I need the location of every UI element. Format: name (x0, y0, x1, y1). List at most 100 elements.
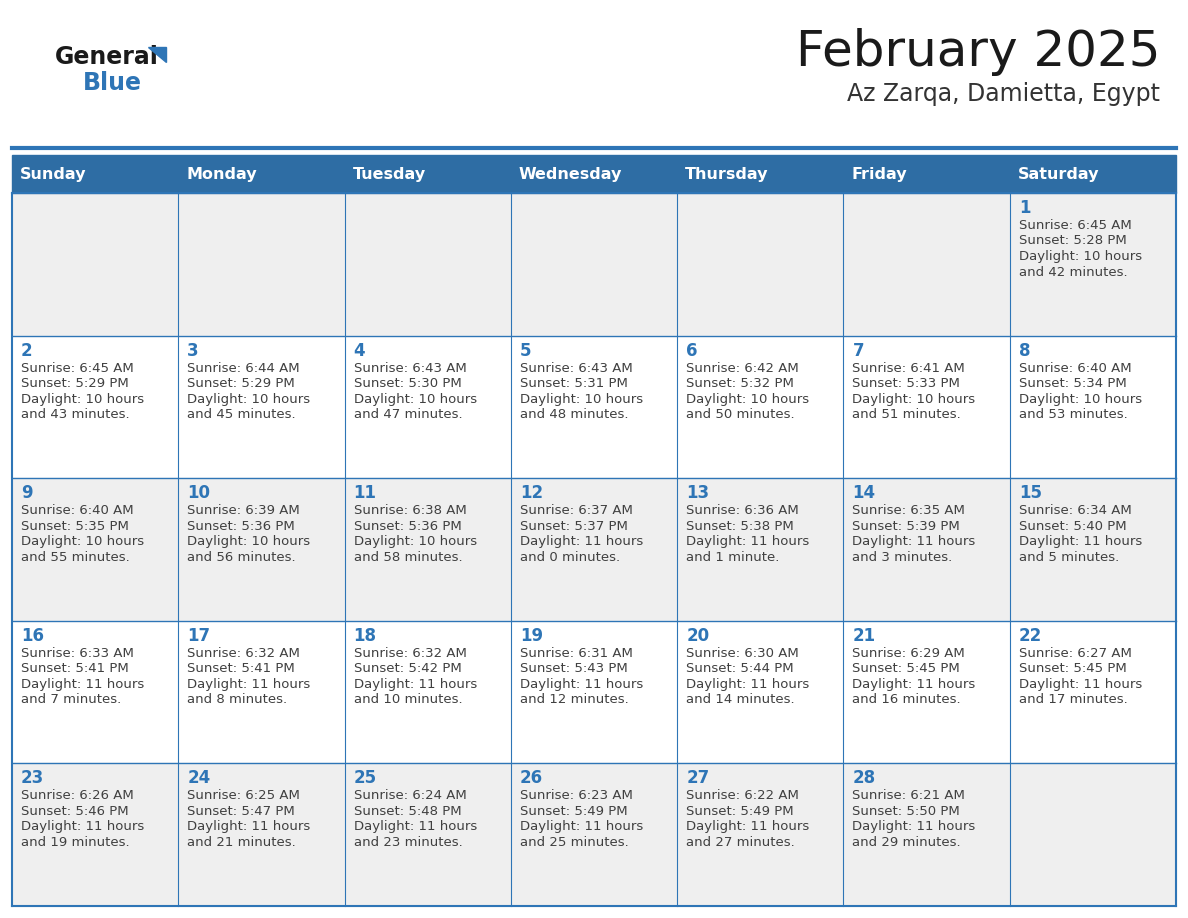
Text: Daylight: 11 hours: Daylight: 11 hours (354, 821, 476, 834)
Text: Sunrise: 6:39 AM: Sunrise: 6:39 AM (188, 504, 301, 517)
Text: 2: 2 (21, 341, 32, 360)
Text: Sunset: 5:29 PM: Sunset: 5:29 PM (188, 377, 295, 390)
Text: 12: 12 (520, 484, 543, 502)
Bar (12, 193, 1176, 336)
Text: Daylight: 11 hours: Daylight: 11 hours (687, 535, 809, 548)
Text: Sunset: 5:33 PM: Sunset: 5:33 PM (853, 377, 960, 390)
Text: Sunrise: 6:43 AM: Sunrise: 6:43 AM (520, 362, 632, 375)
Text: Sunset: 5:43 PM: Sunset: 5:43 PM (520, 662, 627, 676)
Text: Sunset: 5:36 PM: Sunset: 5:36 PM (188, 520, 295, 532)
Text: Sunset: 5:39 PM: Sunset: 5:39 PM (853, 520, 960, 532)
Text: 26: 26 (520, 769, 543, 788)
Text: 14: 14 (853, 484, 876, 502)
Text: Daylight: 10 hours: Daylight: 10 hours (520, 393, 643, 406)
Text: Sunrise: 6:37 AM: Sunrise: 6:37 AM (520, 504, 633, 517)
Text: Sunset: 5:50 PM: Sunset: 5:50 PM (853, 805, 960, 818)
Text: February 2025: February 2025 (796, 28, 1159, 76)
Text: Sunrise: 6:41 AM: Sunrise: 6:41 AM (853, 362, 965, 375)
Text: Daylight: 10 hours: Daylight: 10 hours (188, 535, 310, 548)
Text: Wednesday: Wednesday (519, 166, 623, 182)
Text: Sunset: 5:49 PM: Sunset: 5:49 PM (687, 805, 794, 818)
Text: 4: 4 (354, 341, 365, 360)
Text: Sunset: 5:32 PM: Sunset: 5:32 PM (687, 377, 794, 390)
Text: and 19 minutes.: and 19 minutes. (21, 836, 129, 849)
Text: 23: 23 (21, 769, 44, 788)
Text: Sunset: 5:45 PM: Sunset: 5:45 PM (1019, 662, 1126, 676)
Text: Daylight: 11 hours: Daylight: 11 hours (1019, 535, 1142, 548)
Text: Friday: Friday (852, 166, 908, 182)
Text: Daylight: 11 hours: Daylight: 11 hours (520, 677, 643, 691)
Text: Sunset: 5:45 PM: Sunset: 5:45 PM (853, 662, 960, 676)
Text: and 10 minutes.: and 10 minutes. (354, 693, 462, 706)
Text: Daylight: 10 hours: Daylight: 10 hours (188, 393, 310, 406)
Text: Sunrise: 6:29 AM: Sunrise: 6:29 AM (853, 647, 965, 660)
Text: 11: 11 (354, 484, 377, 502)
Text: Sunrise: 6:27 AM: Sunrise: 6:27 AM (1019, 647, 1132, 660)
Text: Sunset: 5:41 PM: Sunset: 5:41 PM (188, 662, 295, 676)
Text: Sunset: 5:30 PM: Sunset: 5:30 PM (354, 377, 461, 390)
Text: Sunrise: 6:40 AM: Sunrise: 6:40 AM (21, 504, 133, 517)
Text: Sunset: 5:34 PM: Sunset: 5:34 PM (1019, 377, 1126, 390)
Text: Daylight: 10 hours: Daylight: 10 hours (853, 393, 975, 406)
Bar (12, 336, 1176, 478)
Text: Daylight: 11 hours: Daylight: 11 hours (853, 677, 975, 691)
Text: and 56 minutes.: and 56 minutes. (188, 551, 296, 564)
Text: Daylight: 11 hours: Daylight: 11 hours (354, 677, 476, 691)
Text: and 47 minutes.: and 47 minutes. (354, 409, 462, 421)
Text: Daylight: 11 hours: Daylight: 11 hours (853, 535, 975, 548)
Text: Sunrise: 6:31 AM: Sunrise: 6:31 AM (520, 647, 633, 660)
Text: Sunrise: 6:35 AM: Sunrise: 6:35 AM (853, 504, 966, 517)
Text: Sunrise: 6:22 AM: Sunrise: 6:22 AM (687, 789, 800, 802)
Text: 19: 19 (520, 627, 543, 644)
Text: Sunset: 5:42 PM: Sunset: 5:42 PM (354, 662, 461, 676)
Text: Sunrise: 6:44 AM: Sunrise: 6:44 AM (188, 362, 299, 375)
Text: Saturday: Saturday (1018, 166, 1099, 182)
Text: Sunset: 5:29 PM: Sunset: 5:29 PM (21, 377, 128, 390)
Bar (12, 155, 1176, 193)
Text: 13: 13 (687, 484, 709, 502)
Text: 21: 21 (853, 627, 876, 644)
Text: Sunrise: 6:24 AM: Sunrise: 6:24 AM (354, 789, 467, 802)
Text: Sunrise: 6:32 AM: Sunrise: 6:32 AM (354, 647, 467, 660)
Text: Daylight: 11 hours: Daylight: 11 hours (1019, 677, 1142, 691)
Text: Sunset: 5:31 PM: Sunset: 5:31 PM (520, 377, 627, 390)
Text: Sunday: Sunday (20, 166, 87, 182)
Text: 20: 20 (687, 627, 709, 644)
Text: 18: 18 (354, 627, 377, 644)
Text: Sunrise: 6:23 AM: Sunrise: 6:23 AM (520, 789, 633, 802)
Text: Daylight: 11 hours: Daylight: 11 hours (188, 821, 310, 834)
Text: 17: 17 (188, 627, 210, 644)
Text: Sunset: 5:47 PM: Sunset: 5:47 PM (188, 805, 295, 818)
Text: Daylight: 10 hours: Daylight: 10 hours (1019, 250, 1142, 263)
Text: 9: 9 (21, 484, 32, 502)
Text: and 1 minute.: and 1 minute. (687, 551, 779, 564)
Text: Sunrise: 6:34 AM: Sunrise: 6:34 AM (1019, 504, 1131, 517)
Text: Az Zarqa, Damietta, Egypt: Az Zarqa, Damietta, Egypt (847, 82, 1159, 106)
Text: Blue: Blue (83, 71, 143, 95)
Text: Daylight: 10 hours: Daylight: 10 hours (1019, 393, 1142, 406)
Text: Daylight: 11 hours: Daylight: 11 hours (687, 821, 809, 834)
Text: Sunset: 5:48 PM: Sunset: 5:48 PM (354, 805, 461, 818)
Text: and 5 minutes.: and 5 minutes. (1019, 551, 1119, 564)
Text: and 45 minutes.: and 45 minutes. (188, 409, 296, 421)
Text: 10: 10 (188, 484, 210, 502)
Text: Daylight: 10 hours: Daylight: 10 hours (687, 393, 809, 406)
Text: and 12 minutes.: and 12 minutes. (520, 693, 628, 706)
Text: Sunrise: 6:33 AM: Sunrise: 6:33 AM (21, 647, 134, 660)
Text: 24: 24 (188, 769, 210, 788)
Text: and 27 minutes.: and 27 minutes. (687, 836, 795, 849)
Text: Sunrise: 6:38 AM: Sunrise: 6:38 AM (354, 504, 467, 517)
Text: Sunset: 5:44 PM: Sunset: 5:44 PM (687, 662, 794, 676)
Text: Sunrise: 6:30 AM: Sunrise: 6:30 AM (687, 647, 798, 660)
Text: Thursday: Thursday (685, 166, 769, 182)
Text: Sunset: 5:37 PM: Sunset: 5:37 PM (520, 520, 627, 532)
Text: Sunrise: 6:21 AM: Sunrise: 6:21 AM (853, 789, 966, 802)
Text: and 3 minutes.: and 3 minutes. (853, 551, 953, 564)
Text: Sunset: 5:41 PM: Sunset: 5:41 PM (21, 662, 128, 676)
Text: Daylight: 10 hours: Daylight: 10 hours (354, 393, 476, 406)
Text: and 29 minutes.: and 29 minutes. (853, 836, 961, 849)
Text: Sunrise: 6:32 AM: Sunrise: 6:32 AM (188, 647, 301, 660)
Text: Monday: Monday (187, 166, 257, 182)
Text: Daylight: 11 hours: Daylight: 11 hours (687, 677, 809, 691)
Text: Sunrise: 6:36 AM: Sunrise: 6:36 AM (687, 504, 798, 517)
